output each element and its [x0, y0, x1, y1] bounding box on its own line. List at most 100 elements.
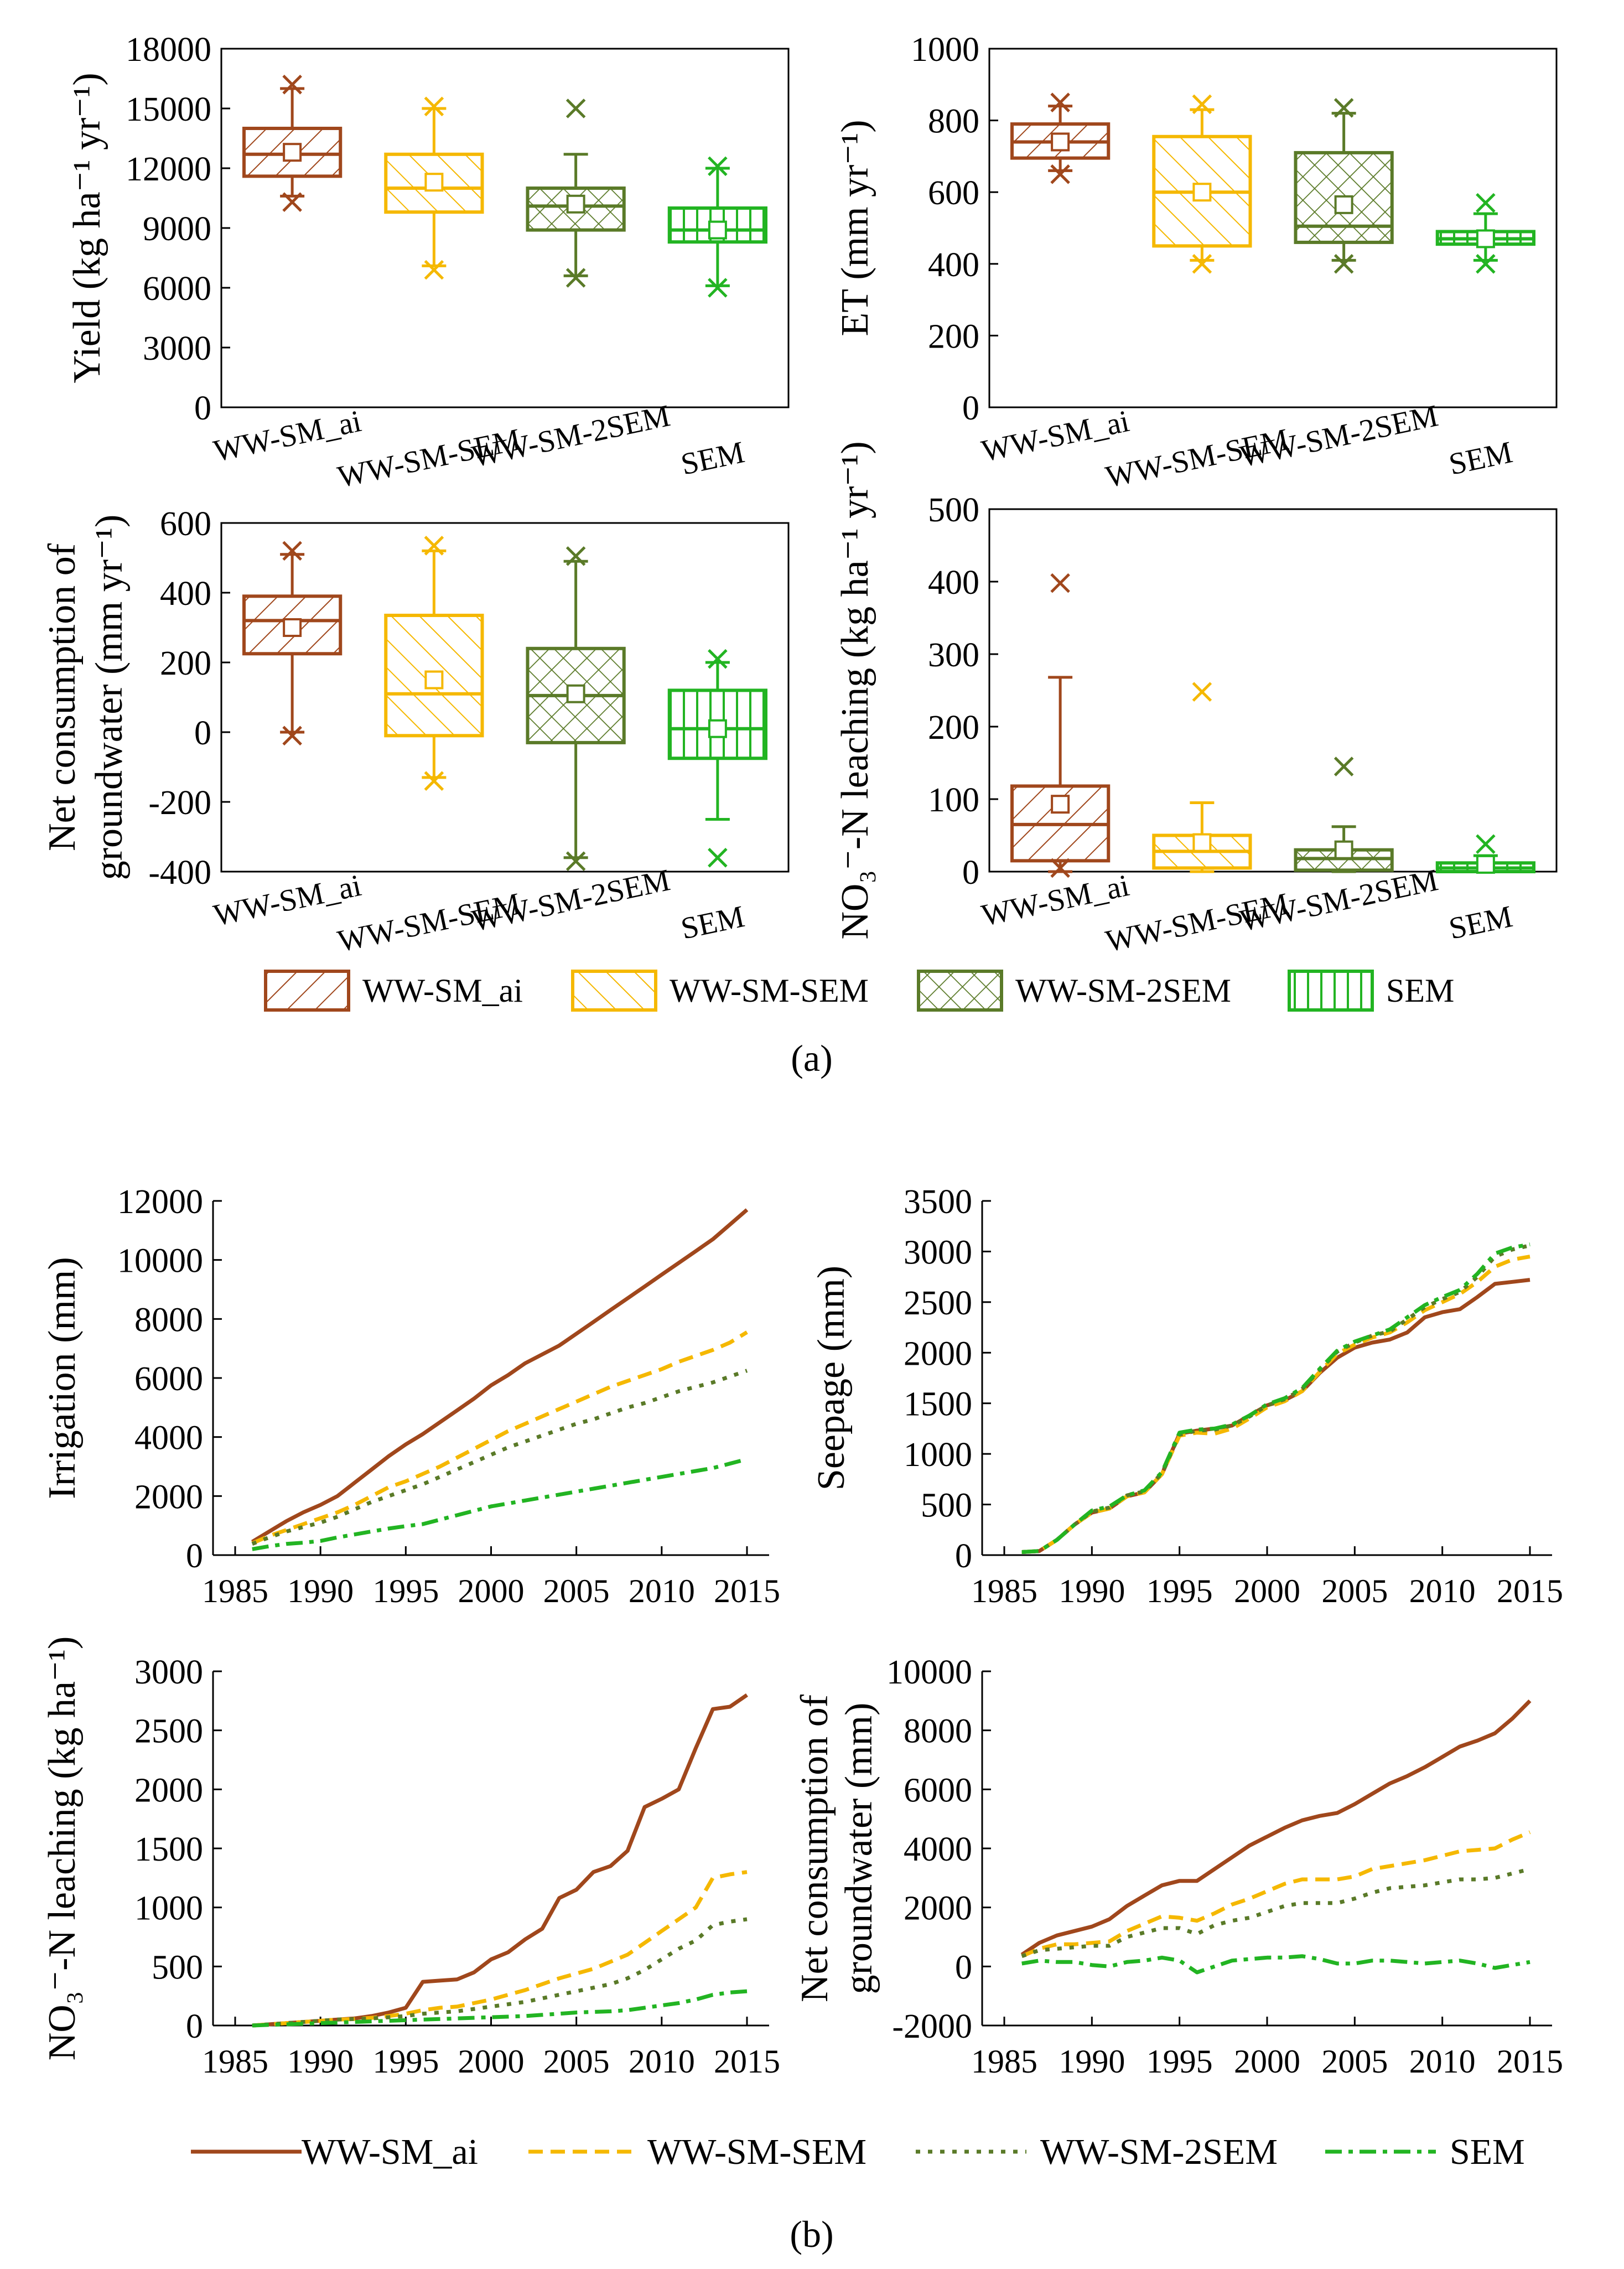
y-tick-label: 9000 — [143, 210, 211, 248]
category-label: SEM — [1446, 899, 1516, 946]
series-line-SEM — [1021, 1954, 1530, 1975]
y-tick-label: 4000 — [134, 1420, 203, 1457]
y-tick-label: 600 — [928, 174, 979, 212]
box-WW-SM_ai — [242, 75, 343, 212]
x-tick-label: 2005 — [1321, 2043, 1388, 2080]
y-tick-label: 18000 — [126, 31, 211, 69]
y-tick-label: 0 — [962, 390, 979, 427]
legend-label: SEM — [1450, 2132, 1525, 2172]
x-tick-label: 1990 — [287, 1573, 354, 1609]
box-WW-SM-SEM — [384, 96, 484, 280]
outlier-marker — [1476, 254, 1496, 274]
mean-marker — [283, 143, 302, 162]
y-tick-label: 1000 — [134, 1890, 203, 1928]
outlier-marker — [708, 156, 728, 177]
outlier-marker — [708, 848, 728, 868]
y-tick-label: 0 — [194, 390, 211, 427]
y-tick-label: 0 — [186, 2008, 203, 2045]
x-tick-label: 1985 — [971, 1573, 1037, 1609]
box-WW-SM-2SEM — [1294, 757, 1394, 873]
legend-label: WW-SM-2SEM — [1015, 972, 1231, 1009]
category-label: WW-SM-2SEM — [469, 398, 673, 474]
y-tick-label: 3000 — [143, 330, 211, 367]
y-axis-label: Net consumption of — [793, 1694, 836, 2002]
x-tick-label: 2000 — [458, 2043, 525, 2080]
chart-yield: 0 3000 6000 9000 12000 15000 18000 Yield (kg ha… — [66, 31, 790, 495]
outlier-marker — [1192, 94, 1212, 115]
y-tick-label: 4000 — [904, 1831, 972, 1868]
mean-marker — [424, 173, 444, 192]
series-line-WW-SM_ai — [1020, 1699, 1532, 1956]
mean-marker — [1192, 833, 1212, 852]
legend-label: WW-SM-2SEM — [1040, 2132, 1278, 2172]
y-tick-label: 800 — [928, 103, 979, 141]
y-tick-label: 3500 — [904, 1183, 972, 1221]
line-legend: WW-SM_ai WW-SM-SEM WW-SM-2SEM SEM — [191, 2132, 1525, 2172]
category-label: SEM — [678, 435, 748, 482]
x-tick-label: 1995 — [1146, 2043, 1213, 2080]
y-tick-label: 12000 — [117, 1183, 203, 1221]
outlier-marker — [1334, 757, 1354, 776]
outlier-marker — [282, 192, 302, 212]
y-tick-label: 6000 — [904, 1771, 972, 1809]
y-tick-label: 200 — [928, 318, 979, 355]
legend-swatch — [571, 970, 657, 1012]
x-tick-label: 2005 — [543, 1573, 610, 1609]
y-axis-label: ET (mm yr⁻¹) — [834, 120, 876, 336]
plot-frame — [220, 522, 790, 873]
mean-marker — [1476, 854, 1495, 874]
series-line-WW-SM-2SEM — [1021, 1867, 1530, 1959]
series-line-SEM — [252, 1457, 748, 1551]
outlier-marker — [282, 726, 302, 746]
y-tick-label: 0 — [194, 714, 211, 752]
y-tick-label: 2000 — [904, 1890, 972, 1928]
outlier-marker — [424, 96, 444, 117]
series-line-WW-SM-2SEM — [252, 1917, 748, 2028]
y-tick-label: 3000 — [904, 1234, 972, 1271]
x-tick-label: 1985 — [202, 1573, 268, 1609]
y-tick-label: 400 — [928, 564, 979, 602]
category-label: SEM — [1446, 435, 1516, 482]
mean-marker — [1192, 183, 1212, 202]
mean-marker — [1334, 840, 1353, 859]
outlier-marker — [282, 541, 302, 561]
y-tick-label: 1500 — [134, 1831, 203, 1868]
outlier-marker — [424, 771, 444, 791]
x-tick-label: 2005 — [1321, 1573, 1388, 1609]
legend-swatch — [1288, 970, 1374, 1012]
y-tick-label: 8000 — [904, 1713, 972, 1750]
outlier-marker — [1334, 254, 1354, 274]
y-axis-label: NO₃⁻-N leaching (kg ha⁻¹) — [41, 1636, 84, 2061]
outlier-marker — [1192, 682, 1212, 702]
legend-item-WW-SM-SEM: WW-SM-SEM — [571, 970, 869, 1012]
series-line-WW-SM-SEM — [1021, 1830, 1531, 1958]
category-label: WW-SM_ai — [979, 868, 1133, 933]
x-tick-label: 2010 — [629, 2043, 695, 2080]
y-tick-label: 2500 — [904, 1284, 972, 1322]
x-tick-label: 2015 — [714, 2043, 780, 2080]
series-line-WW-SM_ai — [252, 1693, 748, 2028]
y-axis-label: Yield (kg ha⁻¹ yr⁻¹) — [66, 72, 108, 383]
x-tick-label: 1985 — [202, 2043, 268, 2080]
x-tick-label: 1990 — [287, 2043, 354, 2080]
box-WW-SM-SEM — [384, 536, 484, 791]
mean-marker — [708, 719, 727, 738]
y-tick-label: 6000 — [143, 270, 211, 308]
x-tick-label: 1995 — [1146, 1573, 1213, 1609]
series-line-SEM — [1021, 1242, 1530, 1554]
outlier-marker — [1334, 98, 1354, 118]
y-tick-label: 12000 — [126, 151, 211, 188]
y-tick-label: 8000 — [134, 1301, 203, 1339]
y-axis-label: Irrigation (mm) — [41, 1257, 84, 1499]
y-tick-label: -200 — [148, 784, 211, 822]
y-tick-label: 2500 — [134, 1713, 203, 1750]
box-WW-SM-2SEM — [526, 99, 626, 288]
legend-label: WW-SM-SEM — [647, 2132, 867, 2172]
chart-irr: 0 2000 4000 6000 8000 10000 12000 Irrigation (m… — [41, 1183, 780, 1609]
y-axis-label: groundwater (mm yr⁻¹) — [88, 515, 131, 880]
legend-item-WW-SM-2SEM: WW-SM-2SEM — [916, 2132, 1278, 2172]
legend-label: WW-SM_ai — [362, 972, 523, 1009]
